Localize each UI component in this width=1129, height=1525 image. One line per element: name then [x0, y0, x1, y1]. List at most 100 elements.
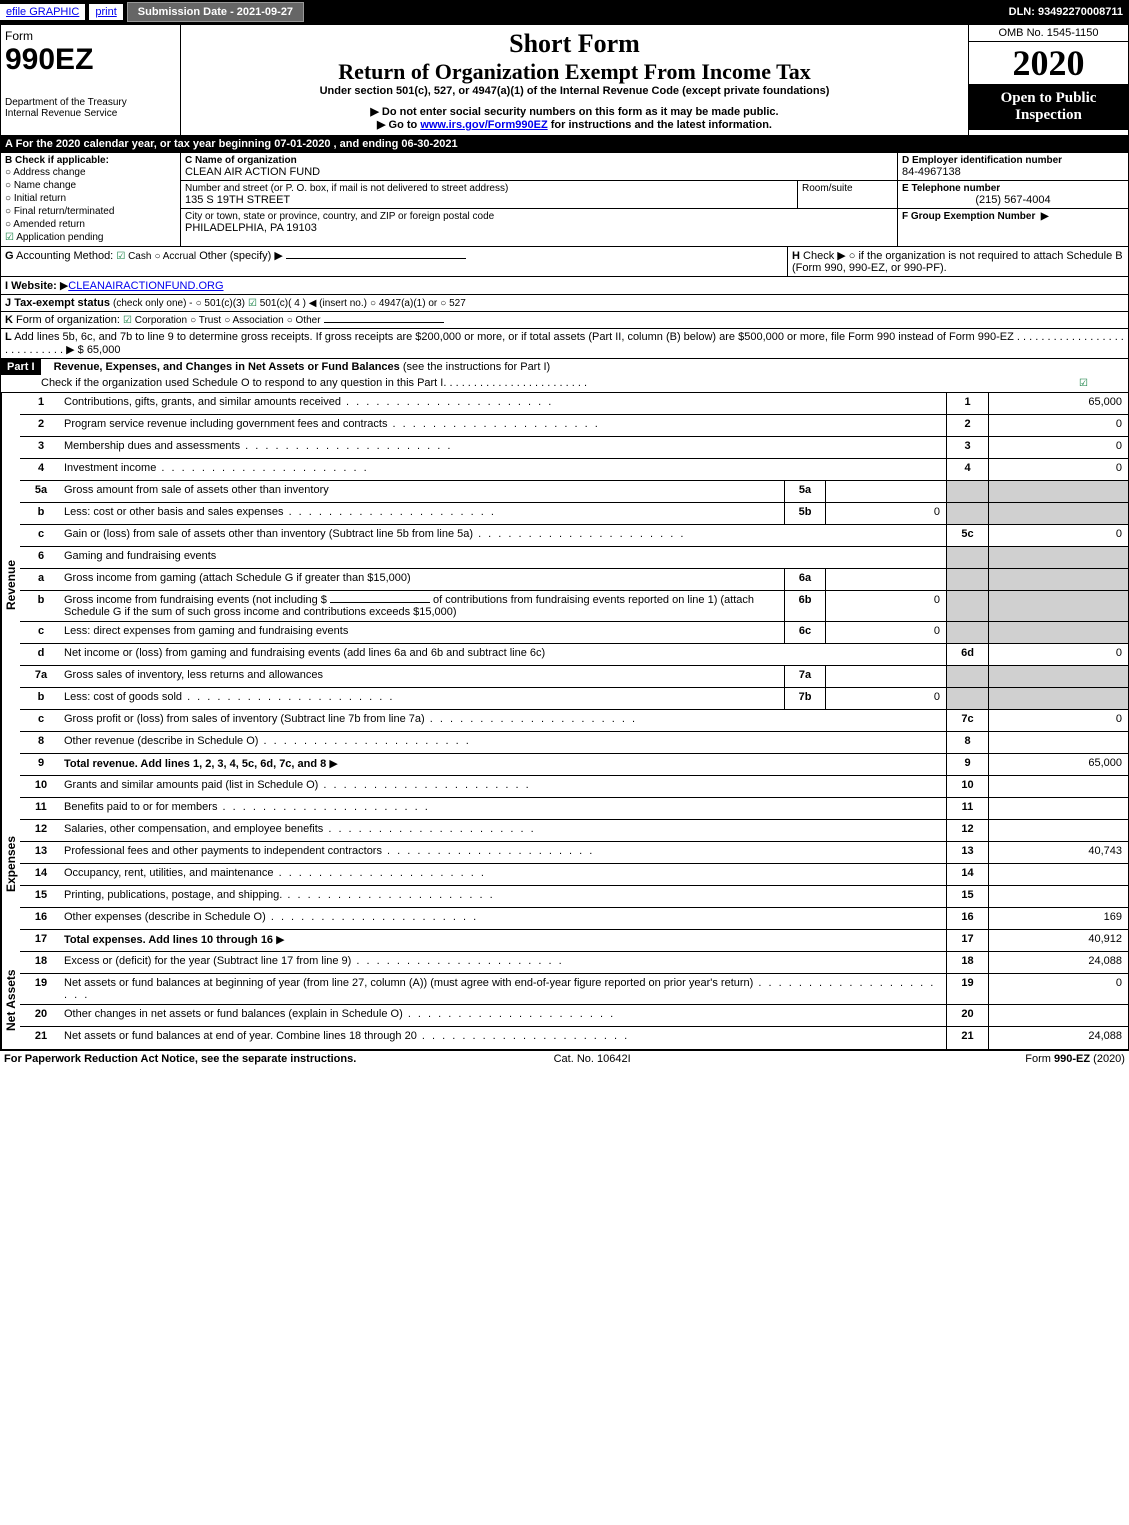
line-12-box: 12 [946, 820, 988, 841]
line-5a-subamt [826, 481, 946, 502]
line-1-box: 1 [946, 393, 988, 414]
city-label: City or town, state or province, country… [185, 211, 893, 222]
line-9-amt: 65,000 [988, 754, 1128, 775]
line-10-desc: Grants and similar amounts paid (list in… [62, 776, 946, 797]
chk-other[interactable]: Other [287, 314, 321, 327]
line-1-desc: Contributions, gifts, grants, and simila… [62, 393, 946, 414]
h-text: Check ▶ ○ if the organization is not req… [792, 250, 1123, 274]
line-7c-desc: Gross profit or (loss) from sales of inv… [62, 710, 946, 731]
org-name: CLEAN AIR ACTION FUND [185, 166, 893, 178]
print-link[interactable]: print [89, 4, 122, 20]
chk-final-return[interactable]: Final return/terminated [5, 205, 176, 218]
line-12-desc: Salaries, other compensation, and employ… [62, 820, 946, 841]
line-12-amt [988, 820, 1128, 841]
g-other: Other (specify) [199, 250, 271, 262]
line-19-box: 19 [946, 974, 988, 1004]
telephone: (215) 567-4004 [902, 194, 1124, 206]
net-assets-label: Net Assets [1, 952, 20, 1049]
submission-date-button[interactable]: Submission Date - 2021-09-27 [127, 2, 304, 22]
efile-link[interactable]: efile GRAPHIC [0, 4, 85, 20]
line-6a-sub: 6a [784, 569, 826, 590]
line-14-amt [988, 864, 1128, 885]
page-footer: For Paperwork Reduction Act Notice, see … [0, 1050, 1129, 1067]
line-21-box: 21 [946, 1027, 988, 1049]
line-6c-desc: Less: direct expenses from gaming and fu… [62, 622, 784, 643]
d-label: D Employer identification number [902, 155, 1124, 166]
tax-year: 2020 [969, 42, 1128, 84]
line-2-desc: Program service revenue including govern… [62, 415, 946, 436]
line-5c-box: 5c [946, 525, 988, 546]
line-2-amt: 0 [988, 415, 1128, 436]
ein: 84-4967138 [902, 166, 1124, 178]
chk-initial-return[interactable]: Initial return [5, 192, 176, 205]
chk-association[interactable]: Association [224, 314, 283, 327]
schedule-o-check-text: Check if the organization used Schedule … [41, 377, 443, 390]
line-3-desc: Membership dues and assessments [62, 437, 946, 458]
line-17-box: 17 [946, 930, 988, 951]
chk-corporation[interactable]: Corporation [123, 314, 187, 327]
line-15-amt [988, 886, 1128, 907]
line-6d-amt: 0 [988, 644, 1128, 665]
chk-501c3[interactable]: 501(c)(3) [196, 297, 245, 310]
line-5a-desc: Gross amount from sale of assets other t… [62, 481, 784, 502]
chk-501c[interactable]: 501(c)( 4 ) ◀ (insert no.) [248, 297, 367, 310]
form-ref: Form 990-EZ (2020) [1025, 1053, 1125, 1065]
chk-527[interactable]: 527 [440, 297, 466, 310]
line-5b-sub: 5b [784, 503, 826, 524]
room-suite-label: Room/suite [797, 181, 897, 208]
return-title: Return of Organization Exempt From Incom… [185, 59, 964, 85]
chk-application-pending[interactable]: Application pending [5, 231, 176, 244]
line-3-box: 3 [946, 437, 988, 458]
website-link[interactable]: CLEANAIRACTIONFUND.ORG [68, 280, 223, 292]
chk-name-change[interactable]: Name change [5, 179, 176, 192]
form-word: Form [5, 29, 176, 43]
line-21-desc: Net assets or fund balances at end of ye… [62, 1027, 946, 1049]
line-4-amt: 0 [988, 459, 1128, 480]
chk-accrual[interactable]: Accrual [154, 250, 196, 263]
line-5c-amt: 0 [988, 525, 1128, 546]
gross-receipts-row: L Add lines 5b, 6c, and 7b to line 9 to … [0, 329, 1129, 359]
f-label: F Group Exemption Number ▶ [902, 211, 1124, 222]
line-1-amt: 65,000 [988, 393, 1128, 414]
line-6d-desc: Net income or (loss) from gaming and fun… [62, 644, 946, 665]
line-14-desc: Occupancy, rent, utilities, and maintena… [62, 864, 946, 885]
line-5b-desc: Less: cost or other basis and sales expe… [62, 503, 784, 524]
omb-number: OMB No. 1545-1150 [969, 25, 1128, 42]
line-a: A For the 2020 calendar year, or tax yea… [0, 136, 1129, 153]
goto-line: Go to www.irs.gov/Form990EZ for instruct… [185, 118, 964, 131]
form-of-org-row: K Form of organization: Corporation Trus… [0, 312, 1129, 329]
chk-cash[interactable]: Cash [116, 250, 151, 263]
line-4-desc: Investment income [62, 459, 946, 480]
chk-4947[interactable]: 4947(a)(1) or [370, 297, 437, 310]
line-7a-desc: Gross sales of inventory, less returns a… [62, 666, 784, 687]
line-9-box: 9 [946, 754, 988, 775]
chk-schedule-o[interactable] [1079, 377, 1088, 390]
line-16-desc: Other expenses (describe in Schedule O) [62, 908, 946, 929]
line-2-box: 2 [946, 415, 988, 436]
line-11-desc: Benefits paid to or for members [62, 798, 946, 819]
ssn-warning: Do not enter social security numbers on … [185, 105, 964, 118]
line-20-desc: Other changes in net assets or fund bala… [62, 1005, 946, 1026]
chk-address-change[interactable]: Address change [5, 166, 176, 179]
line-15-desc: Printing, publications, postage, and shi… [62, 886, 946, 907]
line-19-desc: Net assets or fund balances at beginning… [62, 974, 946, 1004]
line-6-desc: Gaming and fundraising events [62, 547, 946, 568]
line-16-box: 16 [946, 908, 988, 929]
irs-link[interactable]: www.irs.gov/Form990EZ [420, 119, 547, 131]
chk-trust[interactable]: Trust [190, 314, 221, 327]
line-6a-subamt [826, 569, 946, 590]
line-6b-desc: Gross income from fundraising events (no… [62, 591, 784, 621]
g-label: Accounting Method: [16, 250, 113, 262]
line-9-desc: Total revenue. Add lines 1, 2, 3, 4, 5c,… [62, 754, 946, 775]
line-13-box: 13 [946, 842, 988, 863]
under-section: Under section 501(c), 527, or 4947(a)(1)… [185, 85, 964, 97]
line-16-amt: 169 [988, 908, 1128, 929]
line-7a-subamt [826, 666, 946, 687]
line-7c-amt: 0 [988, 710, 1128, 731]
line-18-desc: Excess or (deficit) for the year (Subtra… [62, 952, 946, 973]
e-label: E Telephone number [902, 183, 1124, 194]
top-bar: efile GRAPHIC print Submission Date - 20… [0, 0, 1129, 24]
chk-amended-return[interactable]: Amended return [5, 218, 176, 231]
line-19-amt: 0 [988, 974, 1128, 1004]
line-6c-subamt: 0 [826, 622, 946, 643]
